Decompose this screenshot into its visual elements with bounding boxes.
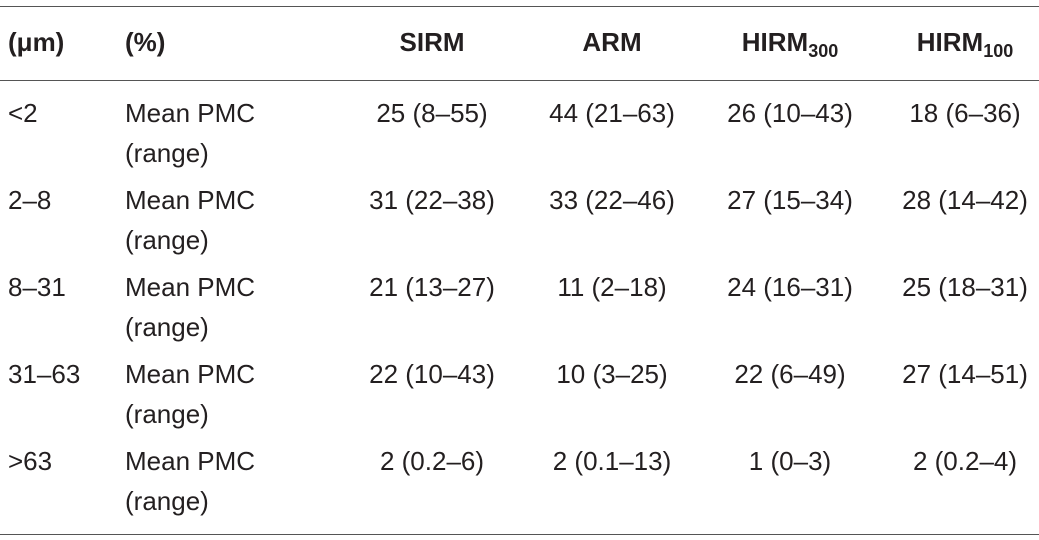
value-cell: 1 (0–3): [748, 446, 832, 476]
value-cell: 22 (6–49): [734, 359, 846, 389]
header-cell: HIRM100: [917, 22, 1013, 62]
row-label-line: (range): [125, 312, 209, 342]
value-cell: 27 (15–34): [727, 185, 853, 215]
value-cell: 22 (10–43): [369, 359, 495, 389]
row-label-line: Mean PMC: [125, 359, 256, 389]
value-cell: 10 (3–25): [556, 359, 668, 389]
value-cell: 18 (6–36): [909, 98, 1021, 128]
size-class: >63: [8, 446, 53, 476]
value-cell: 11 (2–18): [557, 272, 667, 302]
bottom-rule: [0, 534, 1039, 535]
row-label-line: Mean PMC: [125, 98, 256, 128]
size-class: <2: [8, 98, 38, 128]
size-class: 8–31: [8, 272, 66, 302]
header-text: HIRM: [741, 27, 809, 57]
row-label-line: (range): [125, 486, 209, 516]
size-class: 31–63: [8, 359, 81, 389]
size-class: 2–8: [8, 185, 52, 215]
row-label-line: Mean PMC: [125, 272, 256, 302]
value-cell: 24 (16–31): [727, 272, 853, 302]
value-cell: 2 (0.2–4): [912, 446, 1018, 476]
header-rule: [0, 80, 1039, 81]
header-subscript: 100: [983, 41, 1014, 61]
value-cell: 28 (14–42): [902, 185, 1028, 215]
value-cell: 25 (18–31): [902, 272, 1028, 302]
value-cell: 26 (10–43): [727, 98, 853, 128]
value-cell: 2 (0.2–6): [379, 446, 485, 476]
header-cell: HIRM300: [742, 22, 838, 62]
top-rule: [0, 6, 1039, 7]
value-cell: 21 (13–27): [369, 272, 495, 302]
value-cell: 25 (8–55): [376, 98, 488, 128]
header-text: HIRM: [916, 27, 984, 57]
header-cell: (%): [125, 27, 166, 57]
row-label-line: (range): [125, 225, 209, 255]
row-label-line: (range): [125, 399, 209, 429]
value-cell: 31 (22–38): [369, 185, 495, 215]
header-cell: ARM: [582, 27, 642, 57]
value-cell: 33 (22–46): [549, 185, 675, 215]
header-cell: (μm): [8, 27, 65, 57]
row-label-line: Mean PMC: [125, 446, 256, 476]
value-cell: 44 (21–63): [549, 98, 675, 128]
header-subscript: 300: [808, 41, 839, 61]
row-label-line: (range): [125, 138, 209, 168]
value-cell: 27 (14–51): [902, 359, 1028, 389]
value-cell: 2 (0.1–13): [552, 446, 672, 476]
row-label-line: Mean PMC: [125, 185, 256, 215]
header-cell: SIRM: [399, 27, 465, 57]
